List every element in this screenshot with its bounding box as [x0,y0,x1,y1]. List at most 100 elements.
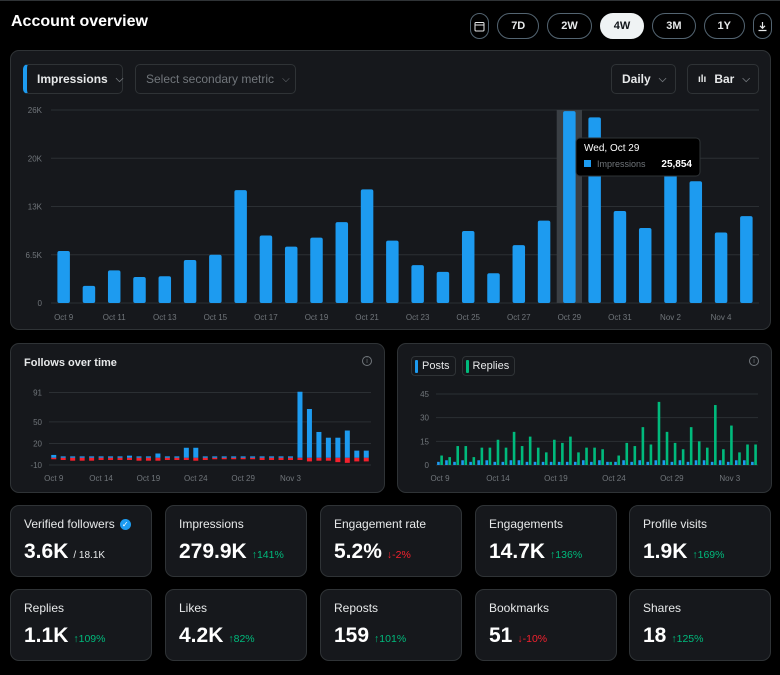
stat-change-value: 82% [233,633,255,645]
primary-metric-dropdown[interactable]: Impressions ⌵ [23,64,123,94]
unfollows-bar [269,457,275,460]
posts-bar [702,460,706,465]
replies-bar [730,425,733,465]
x-tick-label: Oct 9 [54,313,74,322]
impressions-bar [740,216,753,303]
posts-bar [734,460,738,465]
replies-bar [697,441,701,465]
y-tick-label: 26K [28,106,43,115]
stat-card-reposts[interactable]: Reposts 159 ↑101% [320,589,462,661]
stat-change: ↑101% [374,633,406,645]
posts-bar [726,461,730,465]
unfollows-bar [297,457,303,460]
stat-value: 1.1K [24,624,69,647]
chart-type-dropdown[interactable]: ılı Bar ⌵ [687,64,759,94]
impressions-bar [638,228,652,303]
chevron-down-icon: ⌵ [282,73,290,85]
chevron-down-icon: ⌵ [742,73,750,85]
stat-value-row: 159 ↑101% [334,624,406,648]
x-tick-label: Oct 9 [430,474,450,483]
posts-legend: Posts Replies [411,356,516,376]
impressions-bar [82,285,96,303]
range-3m-button[interactable]: 3M [652,13,696,39]
replies-bar [488,447,492,465]
stat-label: Shares [643,601,681,615]
chart-tooltip: Wed, Oct 29 Impressions 25,854 [575,137,701,177]
replies-bar [528,436,532,465]
stat-change-value: 101% [379,633,407,645]
stat-card-bookmarks[interactable]: Bookmarks 51 ↓-10% [475,589,617,661]
stat-value: 14.7K [489,540,546,563]
follows-bar [212,456,218,458]
stat-value: 4.2K [179,624,224,647]
interval-dropdown[interactable]: Daily ⌵ [611,64,676,94]
replies-bar [625,442,629,465]
stat-card-replies[interactable]: Replies 1.1K ↑109% [10,589,152,661]
follows-bar [269,456,275,458]
follows-chart: -10 20 50 91 Oct 9 Oct 14 Oct 19 Oct 24 Oct 29 No… [30,388,371,483]
posts-bar [557,461,561,465]
stat-card-shares[interactable]: Shares 18 ↑125% [629,589,771,661]
posts-bar [622,460,625,465]
impressions-bar [259,235,273,303]
stat-label-text: Likes [179,601,208,615]
info-icon[interactable]: i [362,356,372,366]
chevron-down-icon: ⌵ [115,73,124,85]
x-tick-label: Oct 24 [602,474,626,483]
follows-bar [297,391,303,458]
impressions-bar [689,181,703,303]
posts-bar [582,460,585,465]
stat-value-row: 279.9K ↑141% [179,540,284,564]
legend-posts-toggle[interactable]: Posts [411,356,456,376]
replies-bar [746,444,749,465]
stat-value: 18 [643,624,667,647]
posts-bar [461,460,464,465]
stat-card-engagement-rate[interactable]: Engagement rate 5.2% ↓-2% [320,505,462,577]
range-1y-button[interactable]: 1Y [703,13,745,39]
replies-bar [673,442,677,465]
replies-bar [464,446,468,465]
primary-metric-label: Impressions [37,72,108,86]
follows-bar [259,456,265,458]
follows-bar [193,447,199,458]
replies-bar [577,452,580,465]
calendar-button[interactable] [470,13,490,39]
impressions-bar [335,222,349,303]
range-4w-button[interactable]: 4W [599,13,645,39]
posts-bar [590,461,593,465]
top-divider [0,0,780,1]
stat-card-impressions[interactable]: Impressions 279.9K ↑141% [165,505,307,577]
impressions-panel: Impressions ⌵ Select secondary metric ⌵ Da… [10,50,771,330]
unfollows-bar [306,457,312,462]
x-tick-label: Nov 2 [660,313,681,322]
follows-bar [89,456,95,458]
stat-card-likes[interactable]: Likes 4.2K ↑82% [165,589,307,661]
posts-bar [710,461,714,465]
range-2w-button[interactable]: 2W [547,13,592,39]
posts-bar [598,460,601,465]
secondary-metric-dropdown[interactable]: Select secondary metric ⌵ [135,64,296,94]
download-button[interactable] [753,13,772,39]
x-tick-label: Oct 31 [608,313,632,322]
unfollows-bar [60,457,66,460]
tooltip-metric: Impressions [597,159,646,169]
posts-bar [509,460,513,465]
arrow-down-icon: ↓ [517,633,523,645]
range-7d-button[interactable]: 7D [497,13,540,39]
replies-bar [456,446,460,465]
follows-bar [136,456,142,458]
stat-card-verified-followers[interactable]: Verified followers ✓ 3.6K / 18.1K [10,505,152,577]
unfollows-bar [221,457,227,460]
stat-value: 159 [334,624,370,647]
impressions-bar [563,111,576,303]
unfollows-bar [174,457,180,460]
replies-bar [440,455,443,465]
stat-change-value: 109% [78,633,106,645]
info-icon[interactable]: i [749,356,759,366]
stat-card-profile-visits[interactable]: Profile visits 1.9K ↑169% [629,505,771,577]
follows-bar [183,447,189,458]
impressions-bar [57,251,70,303]
unfollows-bar [145,457,151,461]
legend-replies-toggle[interactable]: Replies [461,356,516,376]
stat-card-engagements[interactable]: Engagements 14.7K ↑136% [475,505,617,577]
